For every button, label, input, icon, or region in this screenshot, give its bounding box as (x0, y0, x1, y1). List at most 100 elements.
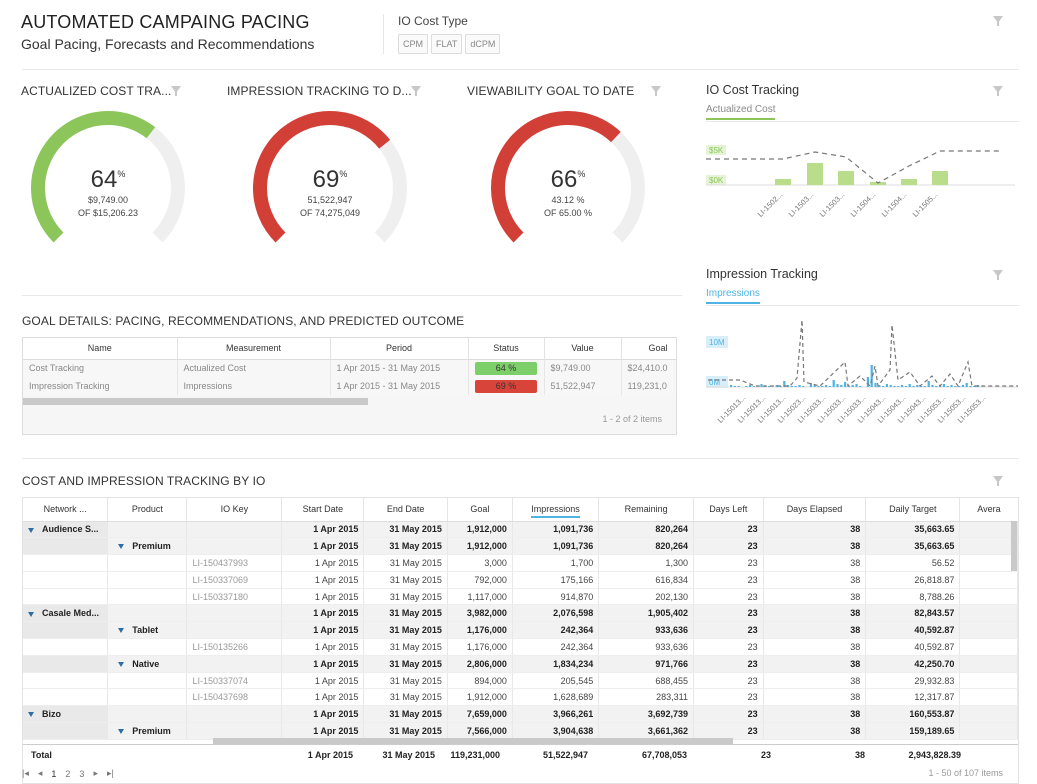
bar[interactable] (932, 171, 948, 185)
bar[interactable] (809, 383, 812, 387)
column-header-remaining[interactable]: Remaining (598, 498, 694, 522)
bar[interactable] (946, 386, 949, 387)
column-header-start-date[interactable]: Start Date (281, 498, 365, 522)
page-1[interactable]: 1 (51, 768, 57, 779)
bar[interactable] (961, 385, 964, 387)
expand-icon[interactable] (118, 661, 125, 667)
column-header-period[interactable]: Period (330, 338, 469, 360)
column-header-value[interactable]: Value (544, 338, 622, 360)
bar[interactable] (794, 386, 797, 387)
bar[interactable] (916, 385, 919, 387)
bar[interactable] (749, 385, 752, 387)
bar[interactable] (866, 377, 869, 387)
cost-type-flat[interactable]: FLAT (431, 34, 463, 54)
bar[interactable] (893, 386, 896, 387)
bar[interactable] (870, 365, 873, 387)
next-page-icon[interactable]: ▸ (93, 768, 98, 778)
page-3[interactable]: 3 (79, 768, 85, 779)
table-row[interactable]: LI-150437698 1 Apr 2015 31 May 2015 1,912,0… (23, 688, 1018, 707)
expand-icon[interactable] (118, 544, 125, 550)
column-header-days-elapsed[interactable]: Days Elapsed (763, 498, 867, 522)
horizontal-scrollbar[interactable] (23, 398, 368, 405)
table-row[interactable]: LI-150337074 1 Apr 2015 31 May 2015 894,000… (23, 672, 1018, 690)
bar[interactable] (954, 386, 957, 387)
column-header-days-left[interactable]: Days Left (693, 498, 764, 522)
bar[interactable] (790, 386, 793, 387)
bar[interactable] (821, 386, 824, 387)
bar[interactable] (885, 384, 888, 387)
group-row[interactable]: Audience S... 1 Apr 2015 31 May 2015 1,912,… (23, 521, 1018, 539)
table-row[interactable]: LI-150337180 1 Apr 2015 31 May 2015 1,117,0… (23, 588, 1018, 606)
horizontal-scrollbar[interactable] (213, 738, 733, 744)
bar[interactable] (832, 380, 835, 387)
filter-icon[interactable] (993, 86, 1003, 96)
bar[interactable] (783, 381, 786, 387)
prev-page-icon[interactable]: ◂ (37, 768, 43, 778)
filter-icon[interactable] (171, 86, 181, 96)
bar[interactable] (787, 385, 790, 387)
page-2[interactable]: 2 (65, 768, 71, 779)
filter-icon[interactable] (651, 86, 661, 96)
bar[interactable] (817, 386, 820, 387)
impressions-tab[interactable]: Impressions (706, 288, 760, 304)
bar[interactable] (760, 384, 763, 387)
expand-icon[interactable] (118, 628, 125, 634)
bar[interactable] (840, 385, 843, 387)
column-header-name[interactable]: Name (23, 338, 178, 360)
bar[interactable] (942, 384, 945, 387)
bar[interactable] (775, 385, 778, 387)
bar[interactable] (838, 171, 854, 185)
bar[interactable] (901, 385, 904, 387)
bar[interactable] (844, 382, 847, 387)
expand-icon[interactable] (28, 611, 34, 617)
bar[interactable] (874, 383, 877, 387)
filter-icon[interactable] (993, 270, 1003, 280)
group-row[interactable]: Tablet 1 Apr 2015 31 May 2015 1,176,000 242,… (23, 621, 1018, 640)
group-row[interactable]: Bizo 1 Apr 2015 31 May 2015 7,659,000 3,966,… (23, 705, 1018, 724)
table-row[interactable]: LI-150337069 1 Apr 2015 31 May 2015 792,000… (23, 571, 1018, 589)
table-row[interactable]: LI-150437993 1 Apr 2015 31 May 2015 3,000 1,… (23, 554, 1018, 572)
bar[interactable] (920, 386, 923, 387)
bar[interactable] (889, 385, 892, 387)
bar[interactable] (935, 386, 938, 387)
bar[interactable] (912, 386, 915, 387)
bar[interactable] (768, 386, 771, 387)
bar[interactable] (878, 385, 881, 387)
expand-icon[interactable] (118, 729, 125, 735)
bar[interactable] (730, 385, 733, 387)
table-row[interactable]: Cost Tracking Actualized Cost 1 Apr 2015… (23, 359, 676, 377)
expand-icon[interactable] (28, 527, 34, 533)
bar[interactable] (901, 179, 917, 185)
bar[interactable] (737, 386, 740, 387)
bar[interactable] (923, 386, 926, 387)
column-header-network[interactable]: Network ... (23, 498, 109, 522)
column-header-io-key[interactable]: IO Key (186, 498, 283, 522)
bar[interactable] (825, 385, 828, 387)
bar[interactable] (927, 381, 930, 387)
group-row[interactable]: Casale Med... 1 Apr 2015 31 May 2015 3,982,… (23, 604, 1018, 623)
bar[interactable] (807, 163, 823, 185)
column-header-status[interactable]: Status (468, 338, 545, 360)
bar[interactable] (908, 384, 911, 387)
bar[interactable] (904, 386, 907, 387)
group-row[interactable]: Premium 1 Apr 2015 31 May 2015 7,566,000 3,9… (23, 722, 1018, 740)
bar[interactable] (965, 383, 968, 387)
bar[interactable] (802, 386, 805, 387)
vertical-scrollbar[interactable] (1011, 521, 1017, 571)
column-header-goal[interactable]: Goal (621, 338, 676, 360)
bar[interactable] (836, 384, 839, 387)
bar[interactable] (733, 386, 736, 387)
column-header-goal[interactable]: Goal (447, 498, 513, 522)
bar[interactable] (813, 385, 816, 387)
io-cost-tab[interactable]: Actualized Cost (706, 104, 776, 120)
expand-icon[interactable] (28, 712, 34, 718)
bar[interactable] (798, 385, 801, 387)
bar[interactable] (851, 385, 854, 387)
cost-type-dcpm[interactable]: dCPM (465, 34, 501, 54)
cost-type-cpm[interactable]: CPM (398, 34, 428, 54)
bar[interactable] (969, 386, 972, 387)
bar[interactable] (931, 385, 934, 387)
group-row[interactable]: Premium 1 Apr 2015 31 May 2015 1,912,000 1,0… (23, 537, 1018, 556)
bar[interactable] (745, 386, 748, 387)
last-page-icon[interactable]: ▸| (106, 768, 114, 778)
